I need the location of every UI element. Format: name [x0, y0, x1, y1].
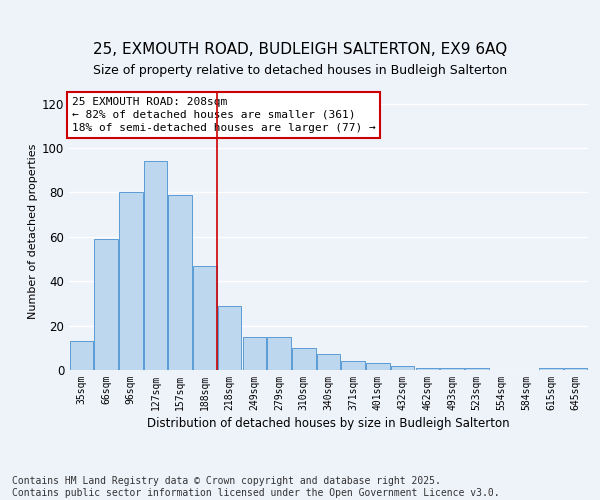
- Text: Contains HM Land Registry data © Crown copyright and database right 2025.
Contai: Contains HM Land Registry data © Crown c…: [12, 476, 500, 498]
- Bar: [317, 354, 340, 370]
- Text: Size of property relative to detached houses in Budleigh Salterton: Size of property relative to detached ho…: [93, 64, 507, 78]
- Bar: [242, 336, 266, 370]
- Bar: [539, 368, 563, 370]
- Bar: [440, 368, 464, 370]
- X-axis label: Distribution of detached houses by size in Budleigh Salterton: Distribution of detached houses by size …: [147, 417, 510, 430]
- Bar: [341, 361, 365, 370]
- Bar: [366, 364, 389, 370]
- Bar: [416, 368, 439, 370]
- Bar: [193, 266, 217, 370]
- Bar: [292, 348, 316, 370]
- Bar: [268, 336, 291, 370]
- Bar: [144, 162, 167, 370]
- Bar: [465, 368, 488, 370]
- Bar: [119, 192, 143, 370]
- Y-axis label: Number of detached properties: Number of detached properties: [28, 144, 38, 319]
- Bar: [391, 366, 415, 370]
- Text: 25, EXMOUTH ROAD, BUDLEIGH SALTERTON, EX9 6AQ: 25, EXMOUTH ROAD, BUDLEIGH SALTERTON, EX…: [93, 42, 507, 58]
- Bar: [218, 306, 241, 370]
- Bar: [94, 239, 118, 370]
- Bar: [70, 341, 93, 370]
- Bar: [564, 368, 587, 370]
- Bar: [169, 194, 192, 370]
- Text: 25 EXMOUTH ROAD: 208sqm
← 82% of detached houses are smaller (361)
18% of semi-d: 25 EXMOUTH ROAD: 208sqm ← 82% of detache…: [71, 96, 376, 133]
